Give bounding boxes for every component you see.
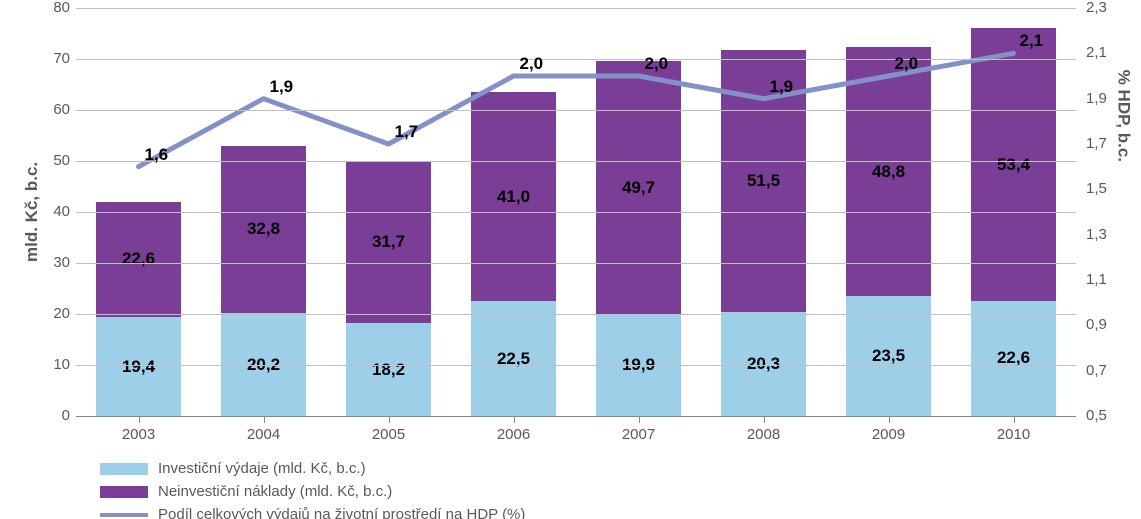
bar-group: 19,949,7 (596, 61, 681, 416)
y2-tick-label: 0,5 (1086, 407, 1107, 424)
x-tick (139, 417, 140, 423)
x-tick-label: 2010 (997, 426, 1030, 443)
y1-tick-label: 60 (40, 101, 70, 118)
x-tick-label: 2005 (372, 426, 405, 443)
y2-tick-label: 0,7 (1086, 362, 1107, 379)
bar-seg-noninvest (846, 47, 931, 296)
bar-group: 19,422,6 (96, 202, 181, 416)
legend-item: Investiční výdaje (mld. Kč, b.c.) (100, 460, 540, 477)
bar-group: 22,541,0 (471, 92, 556, 416)
x-tick-label: 2004 (247, 426, 280, 443)
y2-tick-label: 1,5 (1086, 180, 1107, 197)
y1-tick-label: 70 (40, 50, 70, 67)
bar-seg-invest (346, 323, 431, 416)
chart-container: 19,422,6 20,232,8 18,231,7 22,541,0 19,949,7… (0, 0, 1141, 519)
x-tick (389, 417, 390, 423)
y1-tick-label: 20 (40, 305, 70, 322)
legend: Investiční výdaje (mld. Kč, b.c.) Neinves… (100, 460, 1060, 519)
legend-swatch-box (100, 486, 148, 498)
line-point-label: 2,0 (520, 54, 544, 74)
x-tick (639, 417, 640, 423)
x-tick (514, 417, 515, 423)
x-tick-label: 2007 (622, 426, 655, 443)
y2-tick-label: 1,3 (1086, 226, 1107, 243)
legend-swatch-box (100, 463, 148, 475)
y1-tick-label: 30 (40, 254, 70, 271)
y2-tick-label: 2,1 (1086, 44, 1107, 61)
bar-seg-noninvest (346, 162, 431, 324)
gridline (76, 161, 1076, 162)
legend-item: Neinvestiční náklady (mld. Kč, b.c.) (100, 483, 540, 500)
line-point-label: 1,9 (270, 77, 294, 97)
gridline (76, 212, 1076, 213)
legend-label: Podíl celkových výdajů na životní prostř… (158, 506, 525, 519)
x-tick-label: 2009 (872, 426, 905, 443)
bar-seg-noninvest (971, 28, 1056, 300)
bar-group: 20,232,8 (221, 146, 306, 416)
gridline (76, 8, 1076, 9)
x-tick-label: 2003 (122, 426, 155, 443)
gridline (76, 59, 1076, 60)
y1-axis-title: mld. Kč, b.c. (22, 162, 42, 262)
y1-tick-label: 40 (40, 203, 70, 220)
y2-tick-label: 1,1 (1086, 271, 1107, 288)
y2-tick-label: 1,7 (1086, 135, 1107, 152)
y1-tick-label: 80 (40, 0, 70, 16)
bar-seg-noninvest (221, 146, 306, 313)
y2-axis-title: % HDP, b.c. (1113, 70, 1133, 162)
legend-swatch-line (100, 513, 148, 517)
legend-item: Podíl celkových výdajů na životní prostř… (100, 506, 1000, 519)
y1-tick-label: 10 (40, 356, 70, 373)
y1-tick-label: 50 (40, 152, 70, 169)
x-tick-label: 2008 (747, 426, 780, 443)
bar-seg-noninvest (96, 202, 181, 317)
bar-group: 23,548,8 (846, 47, 931, 416)
bar-group: 22,653,4 (971, 28, 1056, 416)
y2-tick-label: 2,3 (1086, 0, 1107, 16)
bar-group: 20,351,5 (721, 50, 806, 416)
gridline (76, 365, 1076, 366)
y2-tick-label: 1,9 (1086, 90, 1107, 107)
legend-label: Neinvestiční náklady (mld. Kč, b.c.) (158, 483, 392, 500)
bar-seg-noninvest (721, 50, 806, 313)
legend-label: Investiční výdaje (mld. Kč, b.c.) (158, 460, 366, 477)
x-tick (764, 417, 765, 423)
bar-seg-invest (96, 317, 181, 416)
y2-tick-label: 0,9 (1086, 316, 1107, 333)
x-tick-label: 2006 (497, 426, 530, 443)
gridline (76, 110, 1076, 111)
x-tick (1014, 417, 1015, 423)
bar-seg-invest (471, 301, 556, 416)
bar-seg-noninvest (471, 92, 556, 301)
x-tick (889, 417, 890, 423)
gridline (76, 263, 1076, 264)
bar-group: 18,231,7 (346, 162, 431, 416)
x-tick (264, 417, 265, 423)
y1-tick-label: 0 (40, 407, 70, 424)
gridline (76, 314, 1076, 315)
bar-seg-invest (971, 301, 1056, 416)
plot-area: 19,422,6 20,232,8 18,231,7 22,541,0 19,949,7… (76, 8, 1076, 416)
bar-seg-noninvest (596, 61, 681, 314)
x-axis-baseline (76, 416, 1076, 417)
line-point-label: 1,7 (395, 122, 419, 142)
